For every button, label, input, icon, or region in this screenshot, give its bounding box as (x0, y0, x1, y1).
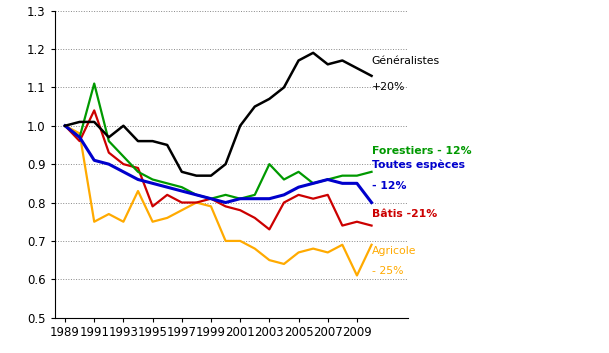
Text: Bâtis -21%: Bâtis -21% (371, 209, 437, 219)
Text: Forestiers - 12%: Forestiers - 12% (371, 146, 471, 156)
Text: - 25%: - 25% (371, 266, 403, 276)
Text: Toutes espèces: Toutes espèces (371, 160, 465, 170)
Text: +20%: +20% (371, 82, 405, 92)
Text: Agricole: Agricole (371, 246, 416, 256)
Text: Généralistes: Généralistes (371, 56, 440, 66)
Text: - 12%: - 12% (371, 181, 406, 191)
